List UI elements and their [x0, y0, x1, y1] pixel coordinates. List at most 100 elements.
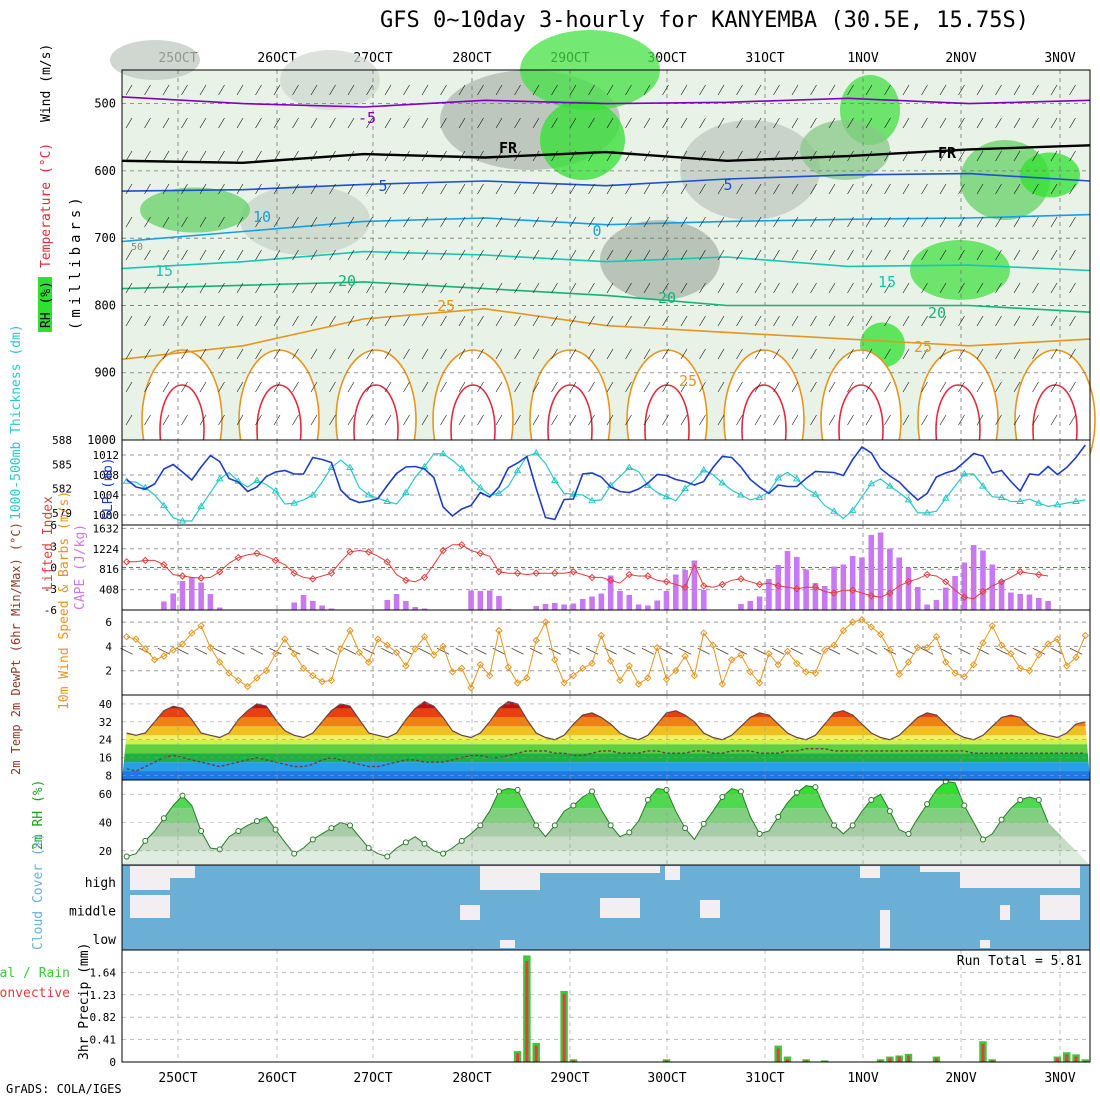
rh-point	[403, 840, 408, 845]
cape-bar	[384, 600, 390, 610]
precip-panel-bg	[122, 950, 1090, 1062]
precip-convective-bar	[1056, 1058, 1059, 1062]
cape-bar	[1017, 594, 1023, 610]
li-axis-label: Lifted Index	[41, 496, 56, 590]
precip-axis-label: 3hr Precip (mm)	[77, 943, 92, 1060]
contour-label: 25	[437, 297, 455, 315]
bottom-date-label: 31OCT	[745, 1071, 784, 1086]
cape-bar	[980, 551, 986, 611]
cloud-axis-text: Cloud Cover (%)	[31, 833, 46, 950]
cape-bar	[924, 605, 930, 611]
page-title: GFS 0~10day 3-hourly for KANYEMBA (30.5E…	[380, 8, 1029, 33]
temp-tick-label: 16	[99, 752, 112, 765]
cape-axis-label: CAPE (J/kg)	[73, 524, 88, 610]
cape-bar	[478, 591, 484, 610]
rh-band	[122, 851, 1090, 865]
top-date-label: 1NOV	[847, 51, 878, 66]
contour-label: 20	[928, 304, 946, 322]
clear-sky-patch	[960, 866, 1080, 888]
clear-sky-patch	[980, 940, 990, 948]
bottom-date-label: 28OCT	[452, 1071, 491, 1086]
cape-bar	[934, 600, 940, 610]
cape-bar	[208, 594, 214, 610]
cape-bar	[1045, 601, 1051, 610]
rh-point	[701, 821, 706, 826]
rh-point	[143, 838, 148, 843]
rh-point	[757, 831, 762, 836]
wind-tick-label: 6	[105, 616, 112, 629]
contour-label: 5	[723, 176, 732, 194]
precip-convective-bar	[535, 1046, 538, 1062]
clear-sky-patch	[920, 866, 960, 872]
wind-panel-bg	[122, 610, 1090, 695]
thickness-tick-label: 588	[52, 434, 72, 447]
top-date-label: 2NOV	[945, 51, 976, 66]
cape-bar	[468, 591, 474, 611]
rh-point	[422, 841, 427, 846]
rh-point	[478, 823, 483, 828]
cloud-row-label: low	[93, 933, 117, 948]
rh-point	[441, 851, 446, 856]
rh-point	[571, 803, 576, 808]
rh-point	[645, 797, 650, 802]
cape-bar	[626, 595, 632, 610]
cape-bar	[887, 549, 893, 611]
pressure-axis-label: (millibars)	[68, 193, 84, 330]
clear-sky-patch	[1000, 905, 1010, 920]
cape-bar	[971, 545, 977, 610]
clear-sky-patch	[480, 866, 540, 890]
upper-left-labels: RH (%)Temperature (°C)Wind (m/s)	[38, 44, 54, 332]
cape-bar	[543, 604, 549, 610]
cloud-row-label: high	[85, 876, 116, 891]
cape-bar	[878, 533, 884, 611]
rh-point	[124, 854, 129, 859]
rh-point	[348, 823, 353, 828]
rh-tick-label: 40	[99, 817, 112, 830]
cape-bar	[831, 567, 837, 611]
rh-point	[813, 785, 818, 790]
cape-bar	[785, 551, 791, 610]
cape-bar	[1008, 593, 1014, 611]
clear-sky-patch	[130, 895, 170, 918]
precip-convective-bar	[525, 961, 528, 1062]
bottom-date-label: 25OCT	[158, 1071, 197, 1086]
cape-bar	[189, 578, 195, 611]
rh-point	[254, 819, 259, 824]
precip-tick-label: 1.64	[90, 966, 117, 979]
li-tick-label: -6	[44, 604, 57, 617]
cape-bar	[617, 591, 623, 610]
cape-bar	[161, 602, 167, 611]
rh-point	[1018, 797, 1023, 802]
cape-bar	[859, 558, 865, 611]
contour-label: 15	[155, 262, 173, 280]
cape-bar	[803, 570, 809, 611]
rh-point	[738, 789, 743, 794]
precip-convective-bar	[888, 1058, 891, 1062]
pressure-axis-text: (millibars)	[68, 193, 84, 330]
rh-shading-blob	[110, 40, 200, 80]
li-axis-text: Lifted Index	[41, 496, 56, 590]
cape-bar	[1036, 598, 1042, 610]
rh-point	[627, 830, 632, 835]
cape-tick-label: 1632	[93, 522, 120, 535]
clear-sky-patch	[130, 866, 170, 890]
temp-tick-label: 32	[99, 716, 112, 729]
pressure-tick-label: 600	[94, 164, 116, 178]
cape-bar	[394, 594, 400, 610]
precip-tick-label: 0.41	[90, 1034, 117, 1047]
clear-sky-patch	[880, 910, 890, 948]
cape-bar	[552, 603, 558, 610]
contour-label: 50	[131, 242, 143, 253]
cape-bar	[589, 597, 595, 611]
rh-shading-blob	[680, 120, 820, 220]
rh-point	[980, 837, 985, 842]
clear-sky-patch	[860, 866, 880, 878]
clear-sky-patch	[460, 905, 480, 920]
rh-point	[776, 814, 781, 819]
rh-label: RH (%)	[39, 281, 54, 328]
cape-bar	[943, 588, 949, 611]
precip-convective-bar	[1065, 1054, 1068, 1062]
pressure-tick-label: 1000	[87, 433, 116, 447]
bottom-date-label: 29OCT	[550, 1071, 589, 1086]
rh-point	[366, 846, 371, 851]
